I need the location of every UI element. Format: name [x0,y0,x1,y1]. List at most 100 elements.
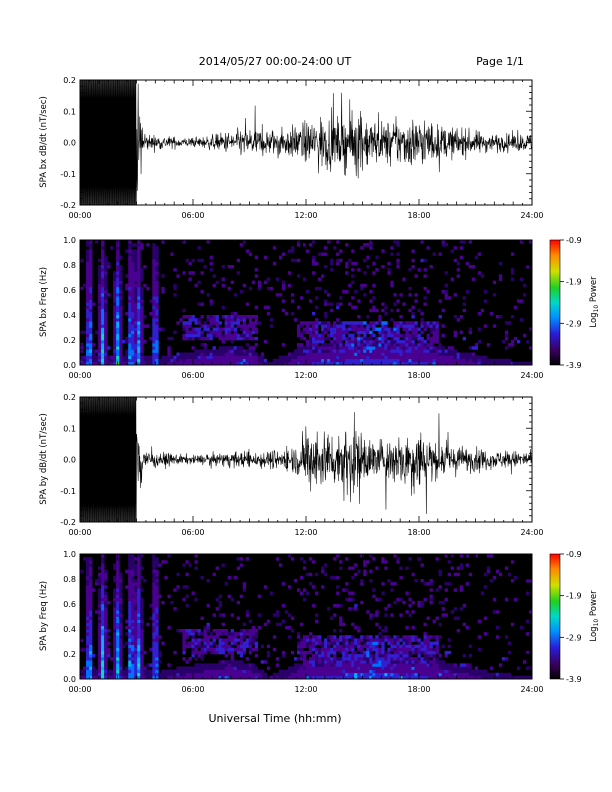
spectrogram-cell [426,672,430,677]
spectrogram-cell [435,333,439,338]
spectrogram-cell [128,600,132,605]
spectrogram-cell [146,243,150,247]
spectrogram-cell [227,647,231,652]
spectrogram-cell [402,666,406,670]
spectrogram-cell [212,361,216,366]
spectrogram-cell [131,610,135,614]
spectrogram-cell [402,327,406,331]
spectrogram-cell [384,346,388,350]
spectrogram-cell [110,355,114,360]
spectrogram-cell [486,566,491,570]
spectrogram-cell [161,290,165,294]
spectrogram-cell [351,261,355,266]
spectrogram-cell [296,305,301,310]
spectrogram-cell [86,280,90,285]
spectrogram-cell [116,252,120,256]
spectrogram-cell [429,588,433,592]
spectrogram-cell [312,361,316,366]
spectrogram-cell [435,666,439,670]
spectrogram-cell [185,352,189,356]
spectrogram-cell [113,619,117,624]
spectrogram-cell [116,613,120,617]
spectrogram-cell [360,340,364,344]
spectrogram-cell [296,675,301,680]
spectrogram-cell [372,271,376,275]
spectrogram-cell [215,330,219,335]
spectrogram-cell [281,654,286,658]
spectrogram-cell [128,311,132,316]
spectrogram-cell [441,290,445,294]
spectrogram-cell [245,632,250,636]
spectrogram-cell [104,255,108,260]
spectrogram-cell [188,321,192,325]
spectrogram-cell [128,258,132,263]
spectrogram-cell [230,635,234,639]
spectrogram-cell [83,361,87,366]
spectrogram-cell [131,349,135,353]
spectrogram-cell [134,619,138,624]
spectrogram-cell [200,271,204,275]
spectrogram-cell [227,321,231,325]
spectrogram-cell [324,654,328,658]
spectrogram-cell [185,632,189,636]
spectrogram-cell [384,654,388,658]
spectrogram-cell [510,622,515,627]
spectrogram-cell [230,265,234,269]
spectrogram-cell [245,644,250,649]
spectrogram-cell [176,675,180,680]
spectrogram-cell [396,358,400,363]
spectrogram-cell [393,650,397,655]
spectrogram-cell [101,240,105,244]
spectrogram-cell [254,672,259,677]
spectrogram-cell [86,669,90,674]
spectrogram-cell [119,352,123,356]
spectrogram-cell [444,283,448,288]
spectrogram-cell [152,340,156,344]
spectrogram-cell [89,249,93,253]
spectrogram-cell [200,650,204,655]
spectrogram-cell [236,355,240,360]
y-tick-label: 0.4 [63,311,76,320]
spectrogram-cell [242,361,247,366]
spectrogram-cell [414,330,418,335]
spectrogram-cell [89,349,93,353]
spectrogram-cell [119,675,123,680]
spectrogram-cell [209,663,213,667]
spectrogram-cell [420,324,424,328]
spectrogram-cell [86,293,90,297]
spectrogram-cell [194,352,198,356]
spectrogram-cell [363,355,367,360]
spectrogram-cell [119,572,123,577]
spectrogram-cell [86,302,90,306]
spectrogram-cell [89,560,93,564]
spectrogram-cell [101,641,105,645]
spectrogram-cell [480,355,485,360]
spectrogram-cell [155,318,159,322]
spectrogram-cell [390,663,394,667]
spectrogram-cell [134,675,138,680]
spectrogram-cell [396,647,400,652]
spectrogram-cell [284,355,289,360]
spectrogram-cell [327,361,331,366]
spectrogram-cell [266,286,271,291]
spectrogram-cell [101,594,105,599]
spectrogram-cell [224,352,228,356]
spectrogram-cell [459,361,463,366]
spectrogram-cell [224,654,228,658]
spectrogram-cell [414,647,418,652]
spectrogram-cell [155,575,159,580]
spectrogram-cell [387,343,391,347]
spectrogram-cell [137,641,141,645]
spectrogram-cell [296,672,301,677]
spectrogram-cell [98,290,102,294]
spectrogram-cell [321,644,325,649]
spectrogram-cell [128,554,132,558]
spectrogram-cell [116,330,120,335]
spectrogram-cell [342,349,346,353]
spectrogram-cell [456,361,460,366]
spectrogram-cell [321,321,325,325]
spectrogram-cell [519,625,524,630]
spectrogram-cell [113,283,117,288]
spectrogram-cell [155,274,159,278]
spectrogram-cell [405,343,409,347]
